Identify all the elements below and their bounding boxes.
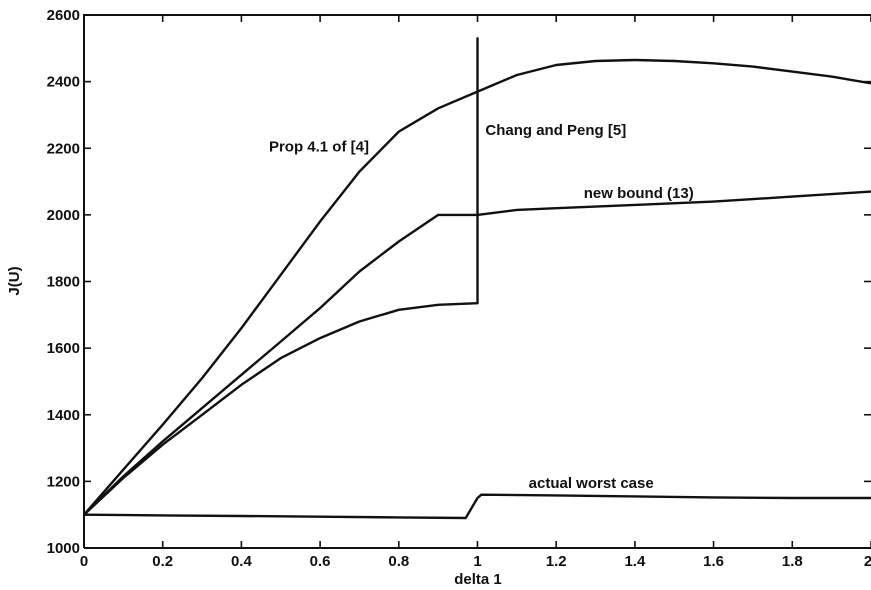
series-line-4 (83, 493, 871, 520)
y-tick-label: 2000 (47, 207, 80, 224)
x-tick-label: 0.4 (231, 553, 253, 570)
x-tick-label: 2 (864, 553, 871, 570)
y-tick-label: 1400 (47, 407, 80, 424)
x-tick-labels: 0 0.2 0.4 0.6 0.8 1 1.2 1.4 1.6 1.8 2 (80, 553, 871, 570)
y-tick-label: 2600 (47, 7, 80, 24)
y-tick-label: 1200 (47, 473, 80, 490)
y-tick-label: 1000 (47, 540, 80, 557)
x-tick-label: 1.8 (782, 553, 803, 570)
curve-label: Chang and Peng [5] (485, 122, 626, 139)
axis-ticks (83, 14, 871, 549)
x-tick-label: 1.2 (546, 553, 567, 570)
y-tick-label: 1600 (47, 340, 80, 357)
plot-area: 0 0.2 0.4 0.6 0.8 1 1.2 1.4 1.6 1.8 2 1000 1200 1400… (47, 7, 871, 570)
y-axis-title: J(U) (6, 266, 23, 295)
x-tick-label: 0 (80, 553, 88, 570)
curve-label: Prop 4.1 of [4] (269, 139, 369, 156)
curve-annotations: Prop 4.1 of [4] Chang and Peng [5] new bou… (269, 122, 694, 492)
x-axis-title: delta 1 (454, 571, 502, 588)
x-tick-label: 0.2 (152, 553, 173, 570)
curve-label: actual worst case (529, 475, 654, 492)
y-tick-label: 2200 (47, 140, 80, 157)
x-tick-label: 0.8 (388, 553, 409, 570)
x-tick-label: 1.6 (703, 553, 724, 570)
y-tick-label: 2400 (47, 74, 80, 91)
series-line-2 (83, 190, 871, 516)
y-tick-label: 1800 (47, 274, 80, 291)
y-tick-labels: 1000 1200 1400 1600 1800 2000 2200 2400 2600 (47, 7, 80, 557)
x-tick-label: 1.4 (624, 553, 646, 570)
x-tick-label: 0.6 (310, 553, 331, 570)
curve-label: new bound (13) (584, 185, 694, 202)
series-lines (83, 37, 871, 520)
series-line-3 (83, 37, 479, 516)
x-tick-label: 1 (473, 553, 481, 570)
